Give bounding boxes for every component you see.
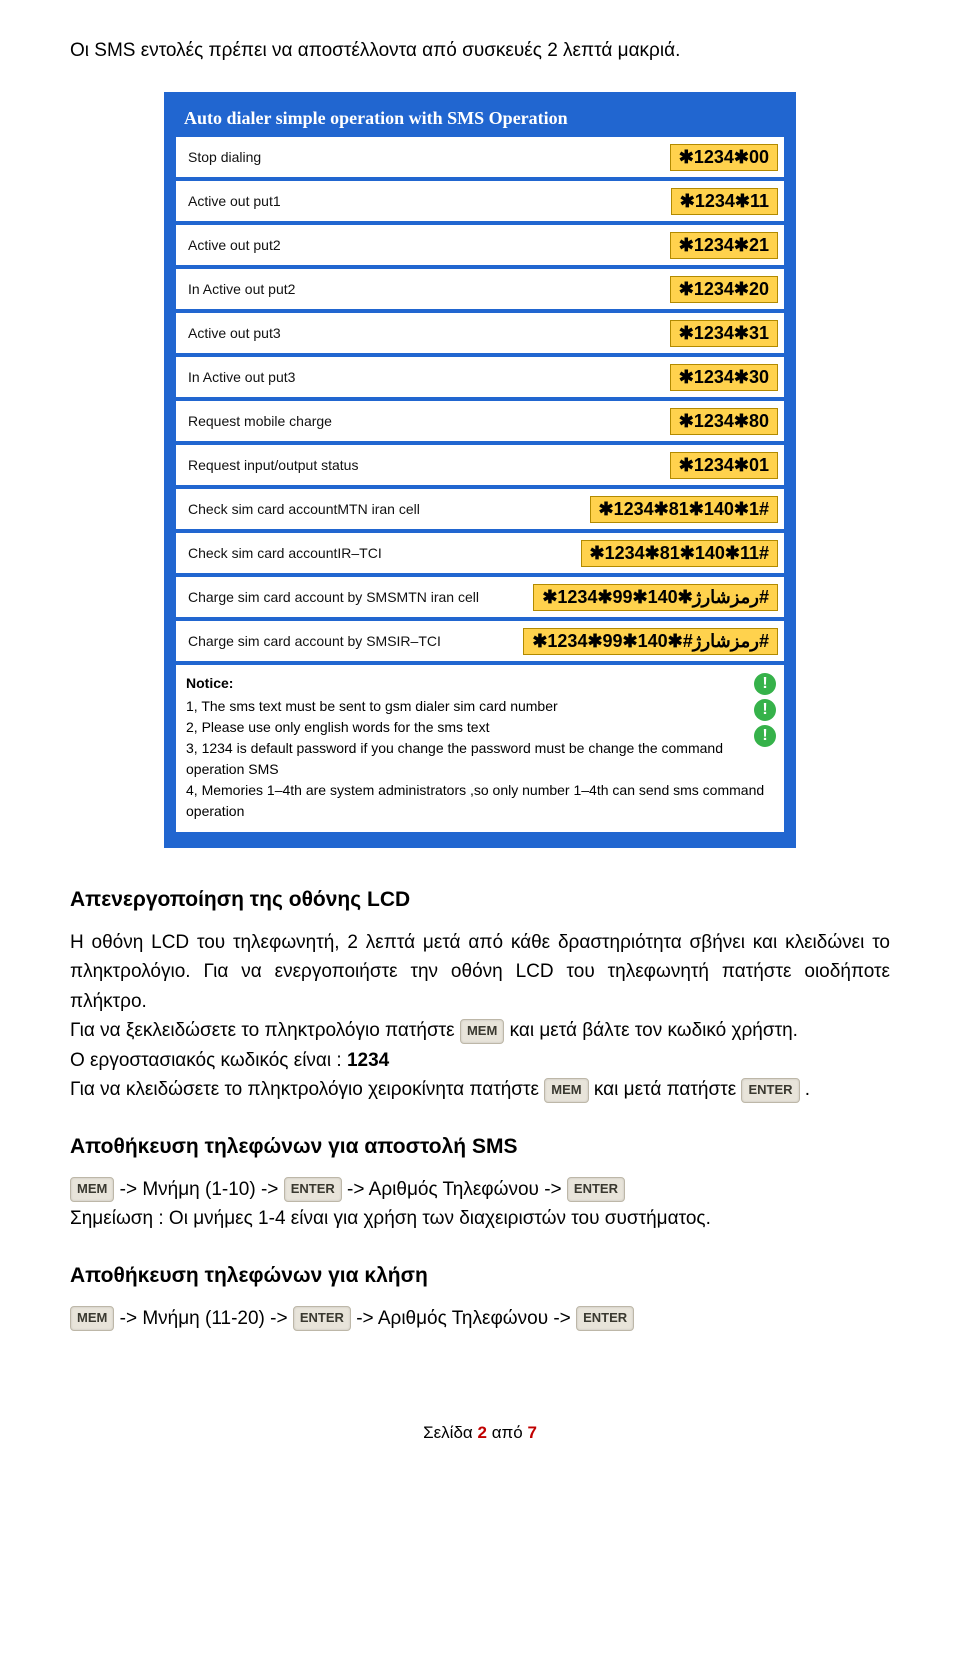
default-code: 1234 bbox=[347, 1050, 389, 1071]
enter-button-icon: ENTER bbox=[741, 1078, 799, 1103]
row-label: Request input/output status bbox=[182, 457, 670, 473]
footer-text: Σελίδα bbox=[423, 1423, 477, 1442]
table-row: Check sim card accountIR–TCI✱1234✱81✱140… bbox=[176, 533, 784, 573]
row-label: In Active out put3 bbox=[182, 369, 670, 385]
command-code: ✱1234✱20 bbox=[670, 276, 778, 303]
table-row: Charge sim card account by SMSMTN iran c… bbox=[176, 577, 784, 617]
command-code: ✱1234✱11 bbox=[671, 188, 778, 215]
section-heading-sms-store: Αποθήκευση τηλεφώνων για αποστολή SMS bbox=[70, 1135, 890, 1159]
table-row: Active out put2✱1234✱21 bbox=[176, 225, 784, 265]
notice-line: 1, The sms text must be sent to gsm dial… bbox=[186, 696, 774, 717]
section-heading-call-store: Αποθήκευση τηλεφώνων για κλήση bbox=[70, 1264, 890, 1288]
text-fragment: -> Μνήμη (1-10) -> bbox=[120, 1179, 284, 1200]
body-paragraph: Η οθόνη LCD του τηλεφωνητή, 2 λεπτά μετά… bbox=[70, 928, 890, 1016]
alert-icon: ! bbox=[754, 673, 776, 695]
row-label: Active out put1 bbox=[182, 193, 671, 209]
enter-button-icon: ENTER bbox=[567, 1177, 625, 1202]
enter-button-icon: ENTER bbox=[576, 1306, 634, 1331]
notice-line: 4, Memories 1–4th are system administrat… bbox=[186, 780, 774, 822]
mem-button-icon: MEM bbox=[70, 1306, 114, 1331]
alert-icon: ! bbox=[754, 699, 776, 721]
note-line: Σημείωση : Οι μνήμες 1-4 είναι για χρήση… bbox=[70, 1204, 890, 1233]
text-fragment: . bbox=[805, 1079, 810, 1100]
row-label: Charge sim card account by SMSIR–TCI bbox=[182, 633, 523, 649]
sms-operation-panel: Auto dialer simple operation with SMS Op… bbox=[164, 92, 796, 848]
body-paragraph: Για να κλειδώσετε το πληκτρολόγιο χειροκ… bbox=[70, 1075, 890, 1104]
row-label: Check sim card accountIR–TCI bbox=[182, 545, 581, 561]
table-row: Request input/output status✱1234✱01 bbox=[176, 445, 784, 485]
table-row: Request mobile charge✱1234✱80 bbox=[176, 401, 784, 441]
panel-title: Auto dialer simple operation with SMS Op… bbox=[170, 98, 790, 137]
mem-button-icon: MEM bbox=[460, 1019, 504, 1044]
command-code: ✱1234✱99✱140✱رمزشارژ# bbox=[533, 584, 778, 611]
command-code: ✱1234✱01 bbox=[670, 452, 778, 479]
notice-block: ! ! ! Notice: 1, The sms text must be se… bbox=[176, 665, 784, 832]
row-label: In Active out put2 bbox=[182, 281, 670, 297]
notice-line: 2, Please use only english words for the… bbox=[186, 717, 774, 738]
table-row: In Active out put3✱1234✱30 bbox=[176, 357, 784, 397]
footer-text: από bbox=[492, 1423, 528, 1442]
page-total: 7 bbox=[527, 1423, 536, 1442]
notice-title: Notice: bbox=[186, 673, 774, 694]
text-fragment: Για να κλειδώσετε το πληκτρολόγιο χειροκ… bbox=[70, 1079, 544, 1100]
section-heading-lcd: Απενεργοποίηση της οθόνης LCD bbox=[70, 888, 890, 912]
row-label: Stop dialing bbox=[182, 149, 670, 165]
text-fragment: Ο εργοστασιακός κωδικός είναι : bbox=[70, 1050, 347, 1071]
command-code: ✱1234✱81✱140✱1# bbox=[590, 496, 778, 523]
row-label: Active out put3 bbox=[182, 325, 670, 341]
intro-text: Οι SMS εντολές πρέπει να αποστέλλοντα απ… bbox=[70, 40, 890, 62]
table-row: In Active out put2✱1234✱20 bbox=[176, 269, 784, 309]
command-code: ✱1234✱80 bbox=[670, 408, 778, 435]
command-code: ✱1234✱30 bbox=[670, 364, 778, 391]
page-number: 2 bbox=[477, 1423, 486, 1442]
enter-button-icon: ENTER bbox=[284, 1177, 342, 1202]
row-label: Check sim card accountMTN iran cell bbox=[182, 501, 590, 517]
text-fragment: Για να ξεκλειδώσετε το πληκτρολόγιο πατή… bbox=[70, 1020, 460, 1041]
table-row: Check sim card accountMTN iran cell✱1234… bbox=[176, 489, 784, 529]
command-code: ✱1234✱31 bbox=[670, 320, 778, 347]
row-label: Request mobile charge bbox=[182, 413, 670, 429]
flow-line: MEM -> Μνήμη (1-10) -> ENTER -> Αριθμός … bbox=[70, 1175, 890, 1204]
notice-line: 3, 1234 is default password if you chang… bbox=[186, 738, 774, 780]
page-footer: Σελίδα 2 από 7 bbox=[70, 1423, 890, 1443]
body-paragraph: Ο εργοστασιακός κωδικός είναι : 1234 bbox=[70, 1046, 890, 1075]
enter-button-icon: ENTER bbox=[293, 1306, 351, 1331]
alert-icon: ! bbox=[754, 725, 776, 747]
command-code: ✱1234✱21 bbox=[670, 232, 778, 259]
command-code: ✱1234✱00 bbox=[670, 144, 778, 171]
body-paragraph: Για να ξεκλειδώσετε το πληκτρολόγιο πατή… bbox=[70, 1016, 890, 1045]
row-label: Active out put2 bbox=[182, 237, 670, 253]
flow-line: MEM -> Μνήμη (11-20) -> ENTER -> Αριθμός… bbox=[70, 1304, 890, 1333]
text-fragment: -> Αριθμός Τηλεφώνου -> bbox=[347, 1179, 567, 1200]
mem-button-icon: MEM bbox=[70, 1177, 114, 1202]
table-row: Active out put3✱1234✱31 bbox=[176, 313, 784, 353]
text-fragment: -> Μνήμη (11-20) -> bbox=[120, 1308, 293, 1329]
command-code: ✱1234✱99✱140✱#رمزشارژ# bbox=[523, 628, 778, 655]
table-row: Active out put1✱1234✱11 bbox=[176, 181, 784, 221]
command-code: ✱1234✱81✱140✱11# bbox=[581, 540, 778, 567]
text-fragment: και μετά βάλτε τον κωδικό χρήστη. bbox=[510, 1020, 798, 1041]
text-fragment: -> Αριθμός Τηλεφώνου -> bbox=[356, 1308, 576, 1329]
table-row: Stop dialing✱1234✱00 bbox=[176, 137, 784, 177]
text-fragment: και μετά πατήστε bbox=[594, 1079, 742, 1100]
table-row: Charge sim card account by SMSIR–TCI✱123… bbox=[176, 621, 784, 661]
row-label: Charge sim card account by SMSMTN iran c… bbox=[182, 589, 533, 605]
mem-button-icon: MEM bbox=[544, 1078, 588, 1103]
